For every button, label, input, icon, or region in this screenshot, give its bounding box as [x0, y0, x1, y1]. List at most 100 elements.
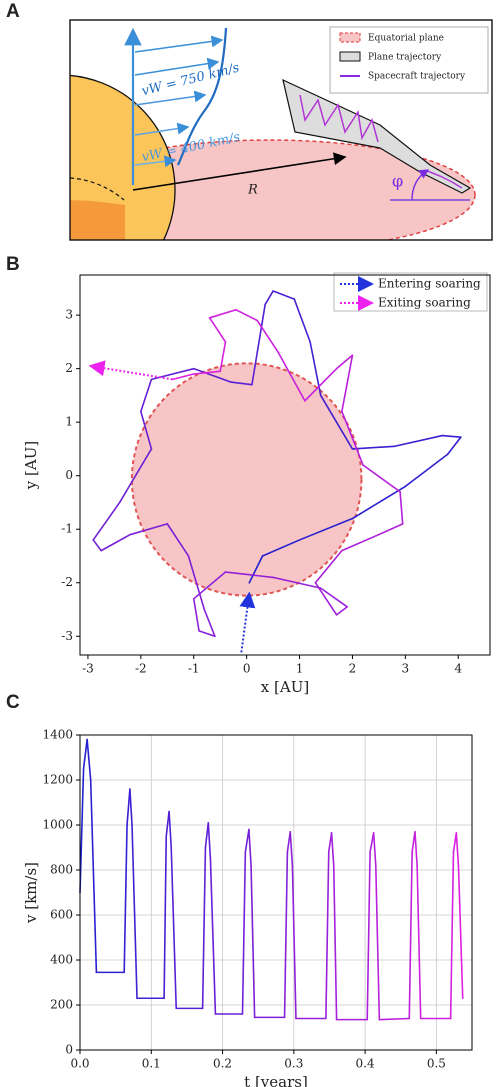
trajectory-segment: [219, 341, 227, 373]
trajectory-segment: [129, 523, 169, 536]
trajectory-segment: [369, 832, 375, 853]
y-axis-label: y [AU]: [22, 441, 40, 490]
trajectory-segment: [166, 523, 190, 557]
trajectory-segment: [455, 832, 460, 867]
y-tick-label: 1200: [42, 773, 73, 787]
trajectory-segment: [170, 846, 178, 1010]
trajectory-segment: [277, 351, 306, 402]
trajectory-segment: [140, 378, 153, 413]
trajectory-segment: [366, 851, 371, 1021]
trajectory-segment: [341, 410, 364, 466]
soaring-arrow: [88, 360, 173, 381]
trajectory-segment: [374, 864, 381, 1021]
trajectory-segment: [207, 821, 212, 860]
trajectory-segment: [208, 317, 227, 343]
trajectory-segment: [192, 571, 227, 600]
trajectory-segment: [332, 864, 338, 1021]
trajectory-segment: [319, 587, 348, 608]
trajectory-segment: [351, 445, 396, 450]
trajectory-segment: [248, 828, 252, 867]
trajectory-segment: [341, 354, 354, 413]
trajectory-segment: [304, 367, 338, 402]
trajectory-segment: [291, 864, 297, 1020]
trajectory-segment: [414, 830, 418, 867]
trajectory-segment: [187, 555, 206, 611]
soaring-arrow: [239, 591, 256, 653]
plot-frame: [79, 274, 491, 656]
trajectory-segment: [330, 832, 335, 867]
y-tick-label: 600: [50, 908, 73, 922]
x-tick-label: 0.5: [427, 1057, 446, 1071]
legend-label: Exiting soaring: [378, 296, 471, 310]
legend-box: [333, 272, 488, 312]
legend-label: Entering soaring: [378, 277, 481, 291]
trajectory-segment: [192, 598, 200, 632]
trajectory-segment: [416, 864, 422, 1020]
trajectory-segment: [289, 830, 294, 867]
trajectory-segment: [235, 308, 259, 322]
trajectory-segment: [92, 501, 121, 541]
trajectory-segment: [256, 303, 266, 354]
trajectory-segment: [198, 630, 216, 638]
x-tick-label: 4: [454, 662, 462, 676]
trajectory-segment: [100, 533, 132, 552]
y-tick-label: 1000: [42, 818, 73, 832]
trajectory-segment: [256, 319, 280, 354]
trajectory-segment: [449, 851, 455, 1020]
y-tick-label: 0: [65, 1043, 73, 1057]
trajectory-segment: [272, 576, 322, 589]
trajectory-segment: [140, 410, 153, 450]
x-axis-label: t [years]: [244, 1073, 308, 1087]
trajectory-segment: [362, 464, 401, 493]
x-tick-label: 0.2: [213, 1057, 232, 1071]
equatorial-disk: [130, 362, 363, 597]
x-tick-label: 1: [296, 662, 304, 676]
y-tick-label: 800: [50, 863, 73, 877]
x-tick-label: 0: [243, 662, 251, 676]
trajectory-segment: [319, 394, 354, 450]
panel-label: A: [6, 1, 20, 22]
trajectory-segment: [250, 864, 256, 1019]
trajectory-segment: [192, 370, 221, 375]
x-tick-label: 0.3: [284, 1057, 303, 1071]
plot-frame: [79, 734, 473, 1051]
y-tick-label: -3: [61, 629, 73, 643]
trajectory-segment: [86, 738, 92, 781]
trajectory-segment: [92, 539, 102, 552]
trajectory-segment: [399, 490, 404, 525]
trajectory-segment: [123, 824, 128, 974]
trajectory-segment: [325, 851, 330, 1020]
panel-label: C: [6, 692, 20, 713]
trajectory-segment: [457, 864, 464, 1000]
x-tick-label: 2: [349, 662, 357, 676]
y-tick-label: 1400: [42, 728, 73, 742]
trajectory-segment: [150, 367, 195, 381]
trajectory-segment: [314, 549, 343, 584]
y-tick-label: -1: [61, 522, 73, 536]
angle-label: φ: [392, 172, 403, 191]
radius-label: R: [247, 183, 258, 198]
x-tick-label: 0.0: [70, 1057, 89, 1071]
trajectory-segment: [208, 308, 237, 319]
trajectory-segment: [261, 539, 301, 557]
trajectory-segment: [341, 533, 380, 552]
trajectory-segment: [264, 290, 274, 306]
y-tick-label: 2: [65, 361, 73, 375]
x-tick-label: 0.1: [142, 1057, 161, 1071]
y-tick-label: -2: [61, 575, 73, 589]
y-tick-label: 0: [65, 468, 73, 482]
trajectory-segment: [79, 767, 85, 894]
trajectory-segment: [272, 290, 296, 300]
x-tick-label: -2: [135, 662, 147, 676]
trajectory-segment: [82, 738, 88, 770]
panel-label: B: [6, 254, 20, 275]
y-axis-label: v [km/s]: [22, 862, 40, 924]
trajectory-segment: [378, 1017, 411, 1021]
y-tick-label: 3: [65, 308, 73, 322]
trajectory-segment: [192, 367, 232, 383]
trajectory-segment: [408, 851, 413, 1020]
trajectory-segment: [209, 857, 217, 1015]
trajectory-segment: [283, 851, 289, 1019]
trajectory-segment: [441, 434, 462, 438]
x-axis-label: x [AU]: [261, 678, 309, 696]
